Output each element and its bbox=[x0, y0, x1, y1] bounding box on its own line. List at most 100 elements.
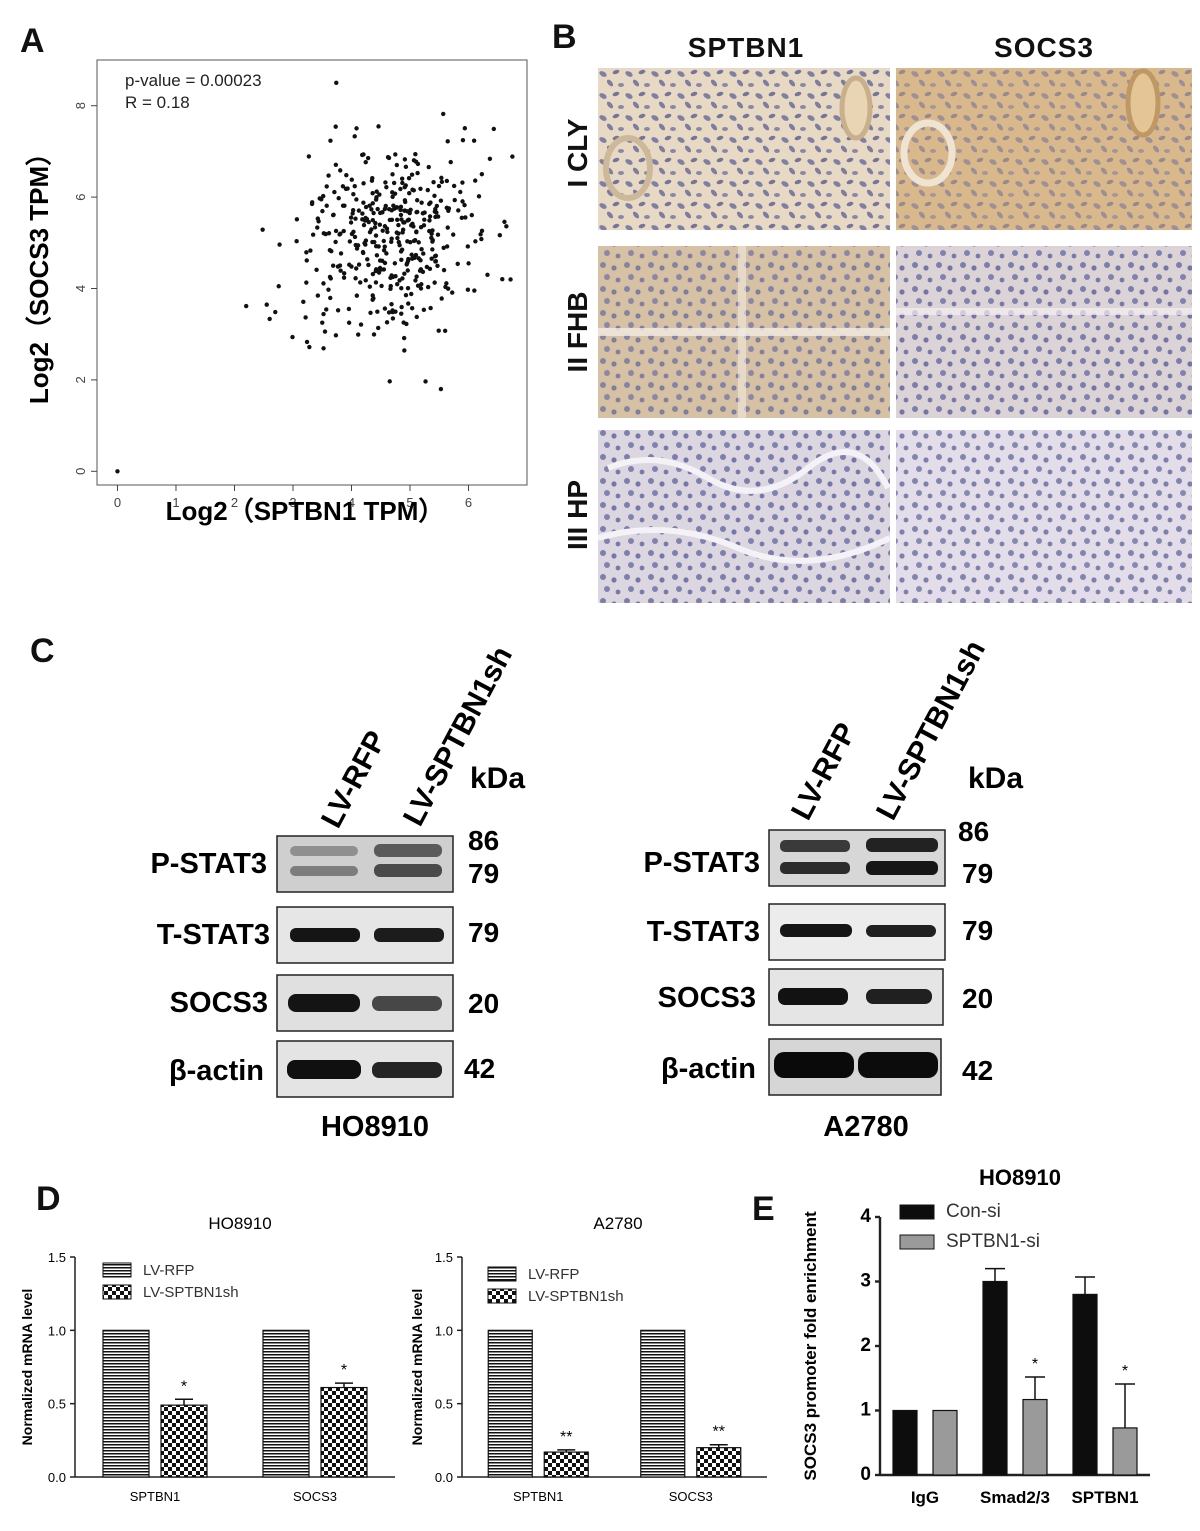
scatter-point bbox=[314, 267, 319, 273]
scatter-point bbox=[419, 282, 424, 287]
scatter-point bbox=[330, 212, 336, 218]
size-marker: 86 bbox=[958, 816, 989, 847]
row-label-beta-actin: β-actin bbox=[169, 1055, 264, 1087]
scatter-point bbox=[321, 311, 326, 317]
scatter-point bbox=[445, 225, 450, 230]
x-category-label: SPTBN1 bbox=[130, 1489, 181, 1504]
size-marker: 42 bbox=[962, 1055, 993, 1086]
scatter-point bbox=[406, 301, 411, 306]
scatter-point bbox=[441, 245, 446, 251]
scatter-point bbox=[395, 217, 400, 223]
scatter-point bbox=[402, 220, 407, 225]
y-tick-label: 4 bbox=[860, 1206, 871, 1227]
scatter-point bbox=[346, 320, 352, 325]
scatter-point bbox=[365, 155, 371, 161]
x-tick-label: 1 bbox=[172, 495, 179, 510]
ihc-image-fhb-sptbn1 bbox=[598, 246, 890, 418]
scatter-point bbox=[429, 256, 434, 261]
scatter-point bbox=[431, 180, 436, 185]
scatter-point bbox=[428, 200, 433, 205]
scatter-point bbox=[373, 267, 379, 272]
scatter-point bbox=[419, 247, 424, 252]
scatter-point bbox=[409, 252, 414, 257]
y-tick-label: 2 bbox=[73, 376, 88, 383]
scatter-point bbox=[402, 157, 408, 162]
scatter-point bbox=[466, 261, 471, 266]
scatter-point bbox=[473, 178, 478, 183]
scatter-point bbox=[435, 232, 441, 237]
scatter-point bbox=[352, 183, 357, 189]
x-category-label: IgG bbox=[911, 1488, 939, 1507]
scatter-point bbox=[315, 225, 320, 230]
scatter-point bbox=[347, 262, 352, 267]
scatter-point bbox=[460, 180, 465, 185]
scatter-point bbox=[451, 183, 457, 189]
scatter-point bbox=[361, 222, 367, 228]
scatter-point bbox=[398, 186, 403, 192]
bar-lv-rfp-sptbn1 bbox=[487, 1329, 533, 1478]
scatter-point bbox=[328, 138, 333, 143]
size-marker: 20 bbox=[962, 983, 993, 1014]
scatter-point bbox=[421, 307, 427, 313]
scatter-point bbox=[401, 320, 406, 325]
ihc-image-hp-sptbn1 bbox=[598, 430, 892, 603]
row-label-t-stat3: T-STAT3 bbox=[157, 919, 270, 951]
scatter-point bbox=[370, 271, 376, 277]
scatter-point bbox=[399, 176, 405, 181]
scatter-point bbox=[374, 253, 380, 258]
bar-lv-sptbn1sh-socs3 bbox=[320, 1386, 368, 1478]
size-marker: 86 bbox=[468, 825, 499, 856]
y-tick-label: 1 bbox=[860, 1400, 871, 1421]
scatter-point bbox=[395, 281, 400, 287]
scatter-point bbox=[444, 205, 450, 211]
scatter-point bbox=[385, 155, 391, 160]
scatter-point bbox=[330, 263, 336, 268]
scatter-point bbox=[444, 281, 449, 286]
scatter-point bbox=[432, 254, 438, 259]
scatter-point bbox=[316, 219, 321, 224]
scatter-point bbox=[380, 228, 385, 233]
scatter-point bbox=[363, 278, 368, 283]
bar-con-si-smad2-3 bbox=[982, 1280, 1008, 1476]
cell-line-label: HO8910 bbox=[321, 1111, 429, 1143]
scatter-point bbox=[349, 177, 354, 182]
scatter-point bbox=[340, 184, 346, 189]
scatter-point bbox=[327, 247, 333, 253]
significance-marker: ** bbox=[560, 1429, 572, 1446]
legend-label: LV-SPTBN1sh bbox=[528, 1288, 624, 1305]
scatter-point bbox=[460, 137, 466, 143]
scatter-point bbox=[373, 243, 379, 249]
scatter-point bbox=[414, 229, 419, 234]
scatter-point bbox=[301, 299, 306, 305]
scatter-point bbox=[435, 214, 441, 219]
scatter-point bbox=[472, 288, 477, 293]
scatter-point bbox=[476, 194, 482, 199]
panel-letter-e: E bbox=[752, 1190, 775, 1228]
scatter-point bbox=[309, 201, 315, 207]
scatter-point bbox=[351, 229, 356, 234]
scatter-point bbox=[382, 306, 388, 311]
scatter-point bbox=[273, 309, 278, 315]
scatter-point bbox=[115, 469, 120, 474]
scatter-point bbox=[502, 219, 507, 225]
bar-lv-rfp-socs3 bbox=[262, 1329, 310, 1478]
y-tick-label: 0.0 bbox=[435, 1470, 453, 1485]
scatter-point bbox=[427, 228, 432, 234]
x-category-label: SOCS3 bbox=[293, 1489, 337, 1504]
scatter-point bbox=[321, 231, 326, 236]
scatter-point bbox=[362, 218, 368, 223]
scatter-point bbox=[455, 261, 460, 267]
scatter-point bbox=[384, 320, 390, 325]
scatter-point bbox=[356, 208, 362, 213]
scatter-point bbox=[333, 239, 338, 245]
scatter-point bbox=[373, 220, 378, 226]
y-tick-label: 0.5 bbox=[435, 1397, 453, 1412]
scatter-point bbox=[403, 293, 409, 298]
x-axis-label: Log2（SPTBN1 TPM） bbox=[166, 496, 445, 526]
ihc-image-cly-sptbn1 bbox=[598, 68, 890, 230]
lane-label-lv-sptbn1sh: LV-SPTBN1sh bbox=[397, 641, 519, 831]
scatter-point bbox=[362, 240, 367, 246]
legend-label: Con-si bbox=[946, 1201, 1001, 1222]
scatter-point bbox=[376, 124, 381, 129]
scatter-point bbox=[333, 333, 339, 338]
